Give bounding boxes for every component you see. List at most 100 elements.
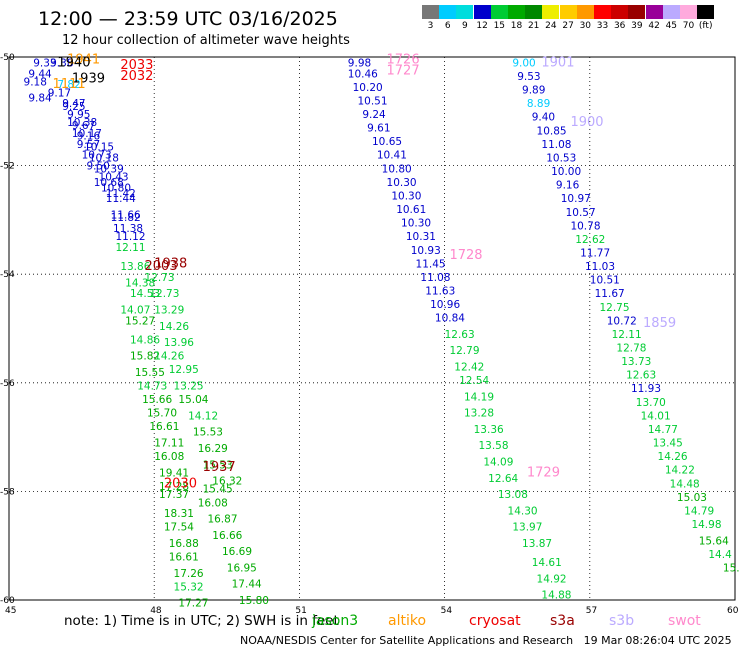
wave-height-value: 9.95	[67, 109, 90, 121]
wave-height-value: 16.32	[212, 476, 242, 488]
wave-height-value: 14.12	[188, 410, 218, 422]
colorbar-swatch	[628, 5, 646, 19]
pass-time-label: 1941	[67, 53, 100, 68]
wave-height-value: 9.00	[512, 57, 535, 69]
colorbar-swatch	[508, 5, 525, 19]
colorbar-swatch	[645, 5, 663, 19]
wave-height-value: 10.00	[551, 166, 581, 178]
wave-height-value: 10.65	[372, 136, 402, 148]
wave-height-value: 14.07	[120, 304, 150, 316]
credit-line: NOAA/NESDIS Center for Satellite Applica…	[240, 634, 732, 647]
colorbar-label: 24	[545, 21, 557, 31]
colorbar-label: 18	[510, 21, 523, 31]
wave-height-value: 9.16	[556, 180, 580, 192]
wave-height-value: 12.95	[169, 364, 199, 376]
wave-height-value: 14.19	[464, 391, 494, 403]
wave-height-value: 17.28	[159, 481, 189, 493]
legend-cryosat: cryosat	[469, 613, 521, 629]
wave-height-value: 11.63	[425, 285, 455, 297]
x-tick-label: 54	[441, 606, 453, 616]
wave-height-value: 9.50	[86, 161, 109, 173]
wave-height-value: 13.36	[474, 424, 504, 436]
wave-height-value: 11.12	[115, 231, 145, 243]
colorbar-label: 6	[444, 21, 451, 31]
wave-height-value: 13.08	[498, 489, 528, 501]
pass-time-label: 1900	[570, 115, 603, 130]
wave-height-value: 18.31	[164, 508, 194, 520]
wave-height-value: 14.92	[537, 573, 567, 585]
wave-height-value: 11.08	[541, 139, 571, 151]
pass-time-label: 1939	[72, 72, 105, 87]
wave-height-value: 10.31	[406, 231, 436, 243]
wave-height-value: 13.97	[512, 522, 542, 534]
wave-height-value: 14.73	[137, 381, 167, 393]
wave-height-value: 11.08	[420, 272, 450, 284]
wave-height-value: 11.45	[416, 258, 446, 270]
wave-height-value: 10.80	[101, 182, 131, 194]
wave-height-value: 10.15	[84, 142, 114, 154]
wave-height-value: 13.96	[164, 337, 194, 349]
wave-height-value: 19.41	[159, 467, 189, 479]
wave-height-value: 12.73	[149, 288, 179, 300]
wave-height-value: 10.73	[82, 150, 112, 162]
wave-height-value: 12.54	[459, 375, 489, 387]
x-tick-label: 60	[727, 606, 739, 616]
wave-height-value: 15.03	[677, 492, 707, 504]
wave-height-value: 11.77	[580, 247, 610, 259]
wave-height-value: 15.53	[193, 427, 223, 439]
wave-height-value: 12.75	[599, 302, 629, 314]
wave-height-value: 10.72	[607, 315, 637, 327]
wave-height-value: 12.63	[626, 370, 656, 382]
wave-height-value: 15.82	[130, 351, 160, 363]
pass-time-label: 1729	[527, 465, 560, 480]
pass-time-label: 1937	[203, 460, 236, 475]
wave-height-value: 9.89	[522, 85, 545, 97]
wave-height-value: 10.39	[94, 163, 124, 175]
y-tick-label: -60	[0, 596, 15, 606]
colorbar-label: 15	[493, 21, 506, 31]
wave-height-value: 10.38	[67, 117, 97, 129]
wave-height-value: 15.55	[135, 367, 165, 379]
y-tick-label: -56	[0, 379, 15, 389]
pass-time-label: 2003	[145, 259, 178, 274]
wave-height-value: 14.98	[691, 519, 721, 531]
wave-height-value: 10.57	[566, 207, 596, 219]
wave-height-value: 10.96	[430, 299, 460, 311]
wave-height-value: 10.68	[94, 177, 124, 189]
colorbar-swatch	[542, 5, 560, 19]
wave-height-value: 9.47	[62, 98, 85, 110]
wave-height-value: 16.87	[207, 514, 237, 526]
colorbar-label: 36	[613, 21, 626, 31]
legend-s3a: s3a	[550, 613, 575, 629]
wave-height-value: 14.30	[508, 505, 538, 517]
pass-time-label: 1859	[643, 316, 676, 331]
colorbar-swatch	[611, 5, 629, 19]
wave-height-value: 9.25	[62, 101, 85, 113]
chart-title: 12:00 — 23:59 UTC 03/16/2025	[38, 8, 338, 30]
colorbar-swatch	[594, 5, 611, 19]
wave-height-value: 9.98	[348, 57, 371, 69]
wave-height-value: 16.61	[169, 552, 199, 564]
pass-time-label: 1938	[154, 256, 187, 271]
colorbar-swatch	[680, 5, 697, 19]
wave-height-value: 10.97	[561, 193, 591, 205]
wave-height-value: 10.46	[348, 68, 378, 80]
wave-height-value: 9.57	[77, 139, 100, 151]
wave-height-value: 16.66	[212, 530, 242, 542]
colorbar-swatch	[697, 5, 715, 19]
wave-height-value: 9.17	[48, 87, 71, 99]
wave-height-value: 11.03	[585, 261, 615, 273]
wave-height-value: 17.11	[154, 438, 184, 450]
wave-height-value: 17.44	[232, 579, 262, 591]
colorbar-label: 21	[527, 21, 540, 31]
wave-height-value: 14.09	[483, 457, 513, 469]
colorbar-label: 3	[427, 21, 434, 31]
wave-height-value: 10.53	[546, 152, 576, 164]
wave-height-value: 14.86	[130, 334, 160, 346]
colorbar-swatch	[422, 5, 439, 19]
x-tick-label: 57	[586, 606, 597, 616]
pass-time-label: 1727	[387, 64, 420, 79]
wave-height-value: 12.11	[115, 242, 145, 254]
wave-height-value: 9.40	[532, 112, 555, 124]
